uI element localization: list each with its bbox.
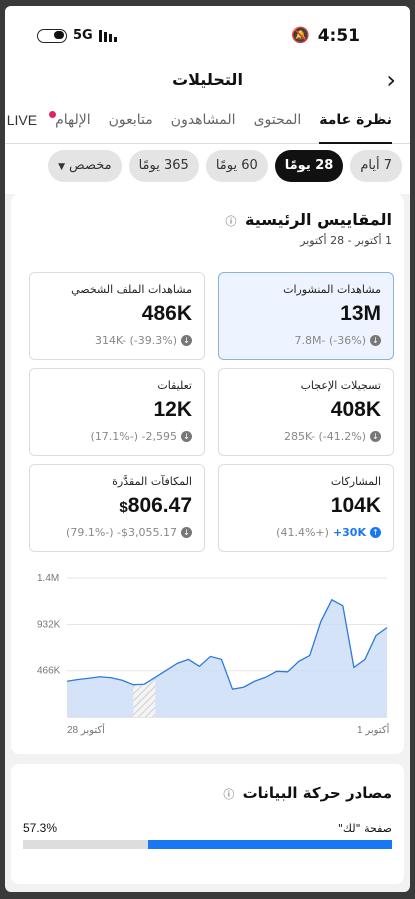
x-tick-label-start: 1 أكتوبر <box>357 723 390 736</box>
metric-profile-views[interactable]: مشاهدات الملف الشخصي 486K ↓ 314K- (-39.3%… <box>29 272 205 360</box>
metric-value: 13M <box>340 302 381 325</box>
metric-value-number: 806.47 <box>127 494 192 517</box>
y-tick-label: 1.4M <box>37 573 59 584</box>
app-header: التحليلات › <box>5 66 410 106</box>
date-range-selector: 7 أيام 28 يومًا 60 يومًا 365 يومًا مخصص▼ <box>5 144 410 194</box>
range-custom-label: مخصص <box>69 158 112 173</box>
metric-label: مشاهدات المنشورات <box>283 283 381 296</box>
metric-value: 486K <box>141 302 192 325</box>
metric-delta: ↑ 30K+ (+41.4%) <box>229 526 381 539</box>
metric-label: تعليقات <box>157 379 192 392</box>
battery-icon <box>37 28 67 43</box>
key-metrics-title: المقاييس الرئيسية ⓘ <box>225 210 392 229</box>
tab-overview[interactable]: نظرة عامة <box>319 106 392 144</box>
metric-likes[interactable]: تسجيلات الإعجاب 408K ↓ 285K- (-41.2%) <box>218 368 394 456</box>
key-metrics-card: المقاييس الرئيسية ⓘ 1 أكتوبر - 28 أكتوبر… <box>11 194 404 754</box>
status-time: 4:51 <box>317 26 360 46</box>
info-icon[interactable]: ⓘ <box>223 788 235 801</box>
metric-value: $806.47 <box>40 494 192 518</box>
metric-value: 12K <box>153 398 192 421</box>
tab-inspiration-label: الإلهام <box>55 112 91 128</box>
traffic-sources-title: مصادر حركة البيانات ⓘ <box>223 784 392 802</box>
metric-value: 104K <box>330 494 381 517</box>
metric-label: المشاركات <box>330 475 381 488</box>
phone-screen: 5G 🔕 4:51 التحليلات › نظرة عامة المحتوى … <box>5 6 410 892</box>
traffic-source-label: صفحة "لك" <box>337 822 392 835</box>
metric-delta: ↓ $3,055.17- (-79.1%) <box>40 526 192 539</box>
metric-delta-pct: (+41.4%) <box>276 526 329 539</box>
status-bar: 5G 🔕 4:51 <box>5 6 410 66</box>
arrow-down-icon: ↓ <box>181 527 192 538</box>
metric-label: مشاهدات الملف الشخصي <box>71 283 192 296</box>
status-left: 5G <box>37 28 117 43</box>
series-line <box>66 598 388 690</box>
traffic-sources-title-text: مصادر حركة البيانات <box>242 784 392 802</box>
tab-live[interactable]: LIVE <box>6 112 38 128</box>
y-tick-label: 932K <box>37 619 61 630</box>
page-title: التحليلات <box>172 70 243 89</box>
metric-delta: ↓ 7.8M- (-36%) <box>229 334 381 347</box>
tab-audience[interactable]: المشاهدون <box>170 112 236 128</box>
metric-label: المكافآت المقدَّرة <box>112 475 192 488</box>
y-tick-label: 466K <box>37 666 61 677</box>
metric-delta-value: 30K+ <box>332 526 366 539</box>
tab-followers[interactable]: متابعون <box>108 112 153 128</box>
tab-content[interactable]: المحتوى <box>253 112 302 128</box>
range-7-days[interactable]: 7 أيام <box>350 150 402 182</box>
incomplete-data-region <box>133 677 156 717</box>
range-28-days[interactable]: 28 يومًا <box>274 150 344 182</box>
metric-label: تسجيلات الإعجاب <box>300 379 381 392</box>
metric-post-views[interactable]: مشاهدات المنشورات 13M ↓ 7.8M- (-36%) <box>218 272 394 360</box>
arrow-down-icon: ↓ <box>181 431 192 442</box>
arrow-down-icon: ↓ <box>181 335 192 346</box>
arrow-down-icon: ↓ <box>370 431 381 442</box>
range-custom[interactable]: مخصص▼ <box>48 150 122 182</box>
mute-bell-icon: 🔕 <box>291 26 310 44</box>
tab-inspiration[interactable]: الإلهام <box>49 106 91 144</box>
currency-symbol: $ <box>119 499 128 516</box>
arrow-up-icon: ↑ <box>370 527 381 538</box>
metric-delta-text: 285K- (-41.2%) <box>283 430 366 443</box>
back-arrow-icon[interactable]: › <box>386 66 396 94</box>
metric-delta: ↓ 2,595- (-17.1%) <box>40 430 192 443</box>
metric-value: 408K <box>330 398 381 421</box>
metric-shares[interactable]: المشاركات 104K ↑ 30K+ (+41.4%) <box>218 464 394 552</box>
key-metrics-title-text: المقاييس الرئيسية <box>245 210 392 229</box>
traffic-source-bar-fill <box>148 840 392 849</box>
info-icon[interactable]: ⓘ <box>225 215 237 228</box>
range-60-days[interactable]: 60 يومًا <box>205 150 268 182</box>
traffic-source-bar <box>23 840 392 849</box>
metric-delta-text: 314K- (-39.3%) <box>94 334 177 347</box>
metric-delta-text: 2,595- (-17.1%) <box>90 430 177 443</box>
range-365-days[interactable]: 365 يومًا <box>128 150 199 182</box>
metric-delta-text: 7.8M- (-36%) <box>294 334 366 347</box>
signal-icon <box>98 29 117 42</box>
metric-delta: ↓ 314K- (-39.3%) <box>40 334 192 347</box>
traffic-source-percent: 57.3% <box>23 821 58 835</box>
post-views-chart: 1.4M 932K 466K 1 أكتوبر 28 أكتوبر <box>37 573 390 736</box>
traffic-sources-card: مصادر حركة البيانات ⓘ صفحة "لك" 57.3% <box>11 764 404 884</box>
x-tick-label-end: 28 أكتوبر <box>67 723 105 736</box>
notification-dot <box>49 111 57 118</box>
arrow-down-icon: ↓ <box>370 335 381 346</box>
metric-comments[interactable]: تعليقات 12K ↓ 2,595- (-17.1%) <box>29 368 205 456</box>
metric-earnings[interactable]: المكافآت المقدَّرة $806.47 ↓ $3,055.17- (… <box>29 464 205 552</box>
network-label: 5G <box>73 28 93 43</box>
caret-down-icon: ▼ <box>58 162 66 172</box>
tab-bar: نظرة عامة المحتوى المشاهدون متابعون الإل… <box>5 106 410 144</box>
metric-delta-text: $3,055.17- (-79.1%) <box>66 526 177 539</box>
date-range-label: 1 أكتوبر - 28 أكتوبر <box>300 234 392 247</box>
metric-delta: ↓ 285K- (-41.2%) <box>229 430 381 443</box>
series-area <box>67 599 387 717</box>
